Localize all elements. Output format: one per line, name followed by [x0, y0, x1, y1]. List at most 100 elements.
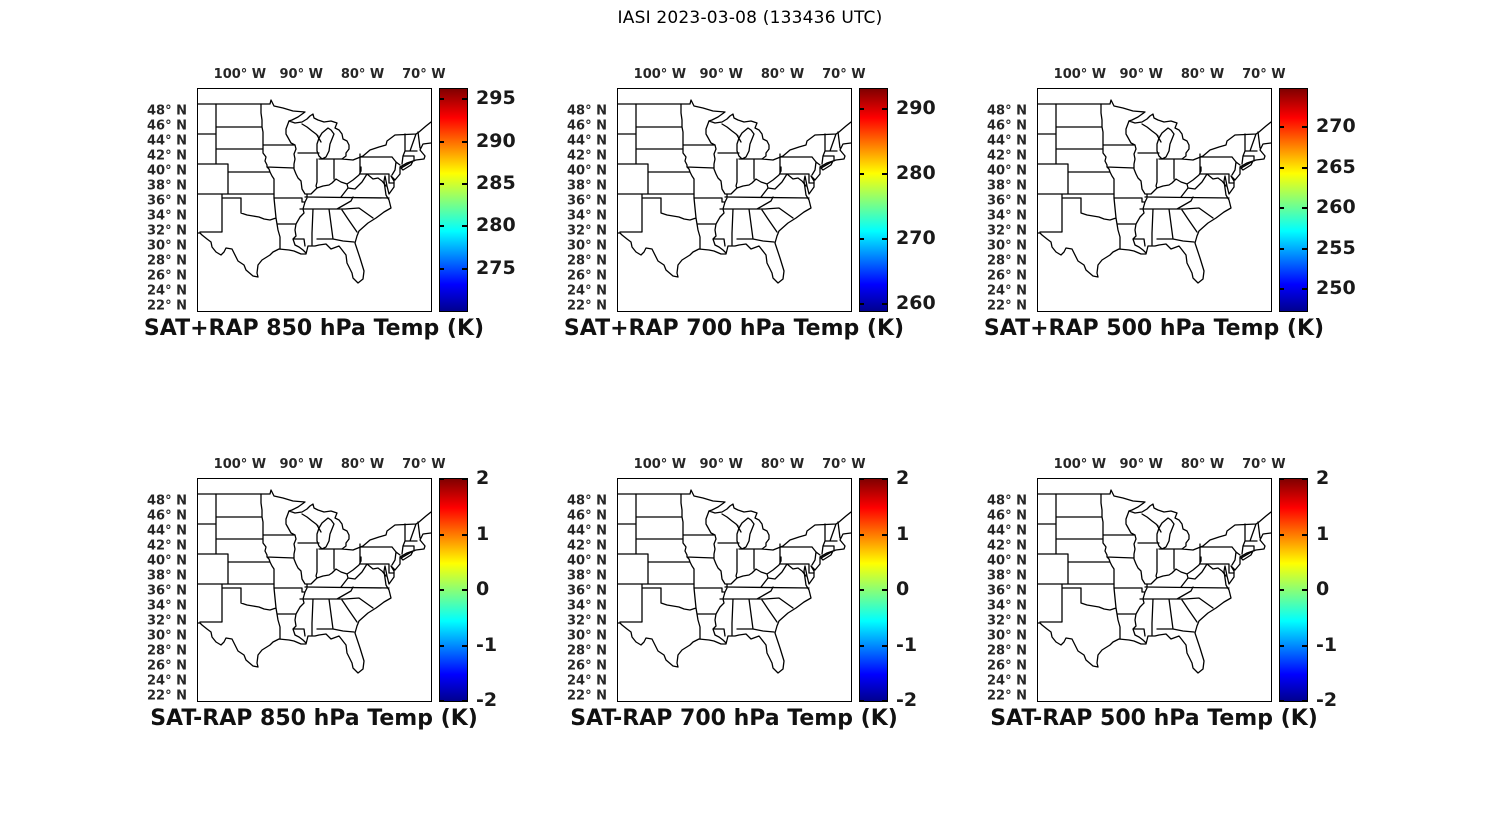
colorbar-tick-labels: -2 -1 0 1 2 — [896, 467, 960, 711]
latitude-tick-label: 34° N — [567, 208, 607, 224]
colorbar-tick-mark — [440, 225, 444, 228]
colorbar-tick-mark — [860, 700, 864, 702]
latitude-tick-label: 26° N — [987, 268, 1027, 284]
colorbar-tick-mark — [440, 140, 444, 143]
latitude-tick-label: 22° N — [147, 298, 187, 314]
latitude-tick-label: 30° N — [987, 628, 1027, 644]
colorbar — [1279, 478, 1308, 702]
us-states-outline-map — [1038, 99, 1271, 284]
latitude-tick-label: 44° N — [987, 133, 1027, 149]
longitude-tick-label: 80° W — [1180, 67, 1225, 82]
latitude-tick-label: 36° N — [987, 583, 1027, 599]
latitude-tick-label: 26° N — [567, 658, 607, 674]
latitude-tick-label: 44° N — [567, 523, 607, 539]
colorbar-tick-mark — [1302, 247, 1307, 250]
colorbar-tick-label: 1 — [1316, 522, 1330, 545]
colorbar-tick-mark — [1280, 166, 1284, 169]
latitude-tick-label: 46° N — [147, 118, 187, 134]
us-states-outline-map — [618, 489, 851, 674]
colorbar-tick-mark — [462, 225, 467, 228]
latitude-tick-label: 40° N — [567, 553, 607, 569]
map-panel: 100° W 90° W 80° W 70° W 48° N 46° N 44° N 42°… — [975, 450, 1385, 745]
colorbar — [439, 478, 468, 702]
latitude-tick-label: 38° N — [567, 568, 607, 584]
latitude-tick-label: 40° N — [987, 163, 1027, 179]
colorbar-tick-mark — [860, 644, 864, 647]
latitude-tick-label: 30° N — [987, 238, 1027, 254]
colorbar-tick-mark — [1302, 288, 1307, 291]
colorbar-tick-mark — [882, 303, 887, 306]
colorbar-tick-mark — [1302, 478, 1307, 480]
us-states-outline-map — [198, 99, 431, 284]
colorbar-tick-label: 285 — [476, 171, 516, 194]
latitude-tick-label: 34° N — [987, 208, 1027, 224]
latitude-tick-label: 38° N — [567, 178, 607, 194]
latitude-tick-label: 36° N — [567, 193, 607, 209]
latitude-axis: 48° N 46° N 44° N 42° N 40° N 38° N 36° N 34° N… — [135, 478, 191, 704]
colorbar-tick-label: 2 — [1316, 467, 1330, 489]
latitude-tick-label: 32° N — [987, 613, 1027, 629]
colorbar-tick-label: 2 — [476, 467, 490, 489]
colorbar-tick-label: 260 — [896, 292, 936, 315]
latitude-tick-label: 36° N — [567, 583, 607, 599]
colorbar-tick-label: 265 — [1316, 155, 1356, 178]
colorbar-tick-mark — [1280, 700, 1284, 702]
colorbar-tick-mark — [1302, 126, 1307, 129]
colorbar-tick-label: 260 — [1316, 196, 1356, 219]
colorbar-tick-mark — [462, 589, 467, 591]
us-states-outline-map — [1038, 489, 1271, 674]
colorbar-tick-mark — [1280, 207, 1284, 210]
longitude-tick-label: 100° W — [633, 457, 687, 472]
longitude-tick-label: 80° W — [340, 67, 385, 82]
colorbar-tick-mark — [860, 589, 864, 591]
latitude-tick-label: 22° N — [987, 688, 1027, 704]
longitude-tick-label: 70° W — [822, 67, 866, 82]
map-frame — [617, 478, 852, 702]
latitude-tick-label: 28° N — [147, 643, 187, 659]
colorbar-tick-label: -1 — [896, 633, 918, 656]
latitude-tick-label: 28° N — [987, 253, 1027, 269]
colorbar-tick-label: 1 — [896, 522, 910, 545]
latitude-tick-label: 48° N — [987, 493, 1027, 509]
longitude-tick-label: 80° W — [760, 457, 805, 472]
latitude-tick-label: 38° N — [987, 568, 1027, 584]
latitude-tick-label: 38° N — [987, 178, 1027, 194]
latitude-axis: 48° N 46° N 44° N 42° N 40° N 38° N 36° N 34° N… — [555, 478, 611, 704]
colorbar-tick-mark — [440, 267, 444, 270]
colorbar-tick-mark — [440, 644, 444, 647]
latitude-tick-label: 46° N — [567, 118, 607, 134]
latitude-tick-label: 44° N — [567, 133, 607, 149]
latitude-tick-label: 28° N — [567, 643, 607, 659]
colorbar-tick-mark — [462, 533, 467, 536]
longitude-axis: 100° W 90° W 80° W 70° W — [1037, 450, 1286, 472]
colorbar-tick-mark — [882, 533, 887, 536]
map-frame — [197, 88, 432, 312]
colorbar-tick-mark — [1280, 644, 1284, 647]
latitude-tick-label: 42° N — [567, 538, 607, 554]
longitude-tick-label: 70° W — [402, 67, 446, 82]
colorbar-tick-mark — [440, 478, 444, 480]
latitude-tick-label: 48° N — [567, 493, 607, 509]
latitude-axis: 48° N 46° N 44° N 42° N 40° N 38° N 36° N 34° N… — [975, 478, 1031, 704]
colorbar-tick-labels: -2 -1 0 1 2 — [1316, 467, 1380, 711]
map-frame — [197, 478, 432, 702]
longitude-tick-label: 80° W — [760, 67, 805, 82]
latitude-tick-label: 28° N — [567, 253, 607, 269]
latitude-tick-label: 38° N — [147, 568, 187, 584]
colorbar-tick-label: 275 — [476, 256, 516, 279]
colorbar-tick-mark — [462, 140, 467, 143]
latitude-tick-label: 28° N — [987, 643, 1027, 659]
latitude-tick-label: 22° N — [567, 688, 607, 704]
longitude-tick-label: 80° W — [340, 457, 385, 472]
longitude-axis: 100° W 90° W 80° W 70° W — [1037, 60, 1286, 82]
longitude-tick-label: 100° W — [1053, 457, 1107, 472]
colorbar-tick-mark — [462, 267, 467, 270]
latitude-tick-label: 26° N — [147, 268, 187, 284]
map-frame — [1037, 478, 1272, 702]
latitude-tick-label: 44° N — [147, 133, 187, 149]
colorbar-tick-mark — [882, 644, 887, 647]
colorbar-tick-mark — [1280, 589, 1284, 591]
latitude-tick-label: 24° N — [567, 673, 607, 689]
panel-title: SAT-RAP 850 hPa Temp (K) — [150, 706, 478, 731]
longitude-tick-label: 90° W — [279, 67, 323, 82]
